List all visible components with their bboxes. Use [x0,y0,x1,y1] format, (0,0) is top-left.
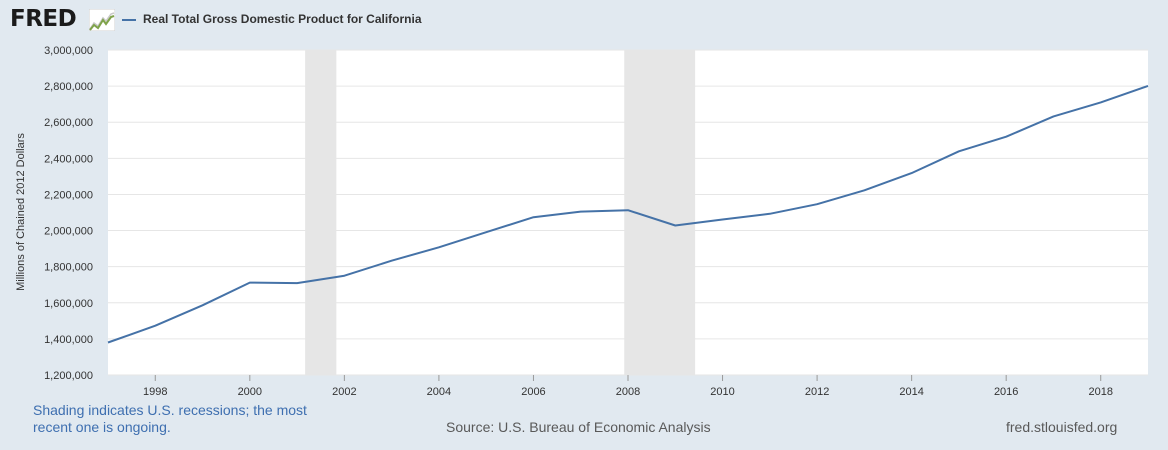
x-tick-label: 1998 [143,386,167,398]
fred-logo[interactable]: FRED [10,6,77,32]
legend-label[interactable]: Real Total Gross Domestic Product for Ca… [143,12,422,26]
y-tick-label: 2,600,000 [44,117,93,129]
y-tick-label: 3,000,000 [44,45,93,57]
legend-swatch [122,19,136,21]
y-tick-label: 1,600,000 [44,298,93,310]
y-tick-label: 2,800,000 [44,81,93,93]
source-text: Source: U.S. Bureau of Economic Analysis [446,419,711,435]
y-tick-label: 2,200,000 [44,189,93,201]
recession-note: Shading indicates U.S. recessions; the m… [33,402,307,435]
x-tick-label: 2012 [805,386,829,398]
y-tick-label: 1,400,000 [44,334,93,346]
x-tick-label: 2002 [332,386,356,398]
x-tick-label: 2004 [427,386,451,398]
site-link[interactable]: fred.stlouisfed.org [1006,419,1118,435]
x-tick-label: 2000 [238,386,262,398]
recession-band [305,50,337,375]
y-tick-label: 1,200,000 [44,370,93,382]
x-tick-label: 2010 [710,386,734,398]
x-tick-label: 2006 [521,386,545,398]
y-tick-label: 2,400,000 [44,153,93,165]
x-tick-label: 2014 [899,386,923,398]
x-tick-label: 2008 [616,386,640,398]
y-axis-label: Millions of Chained 2012 Dollars [15,133,27,291]
y-tick-label: 1,800,000 [44,262,93,274]
series-line[interactable] [107,84,1149,344]
line-chart-icon [89,9,115,31]
x-tick-label: 2016 [994,386,1018,398]
y-tick-label: 2,000,000 [44,226,93,238]
x-tick-label: 2018 [1088,386,1112,398]
